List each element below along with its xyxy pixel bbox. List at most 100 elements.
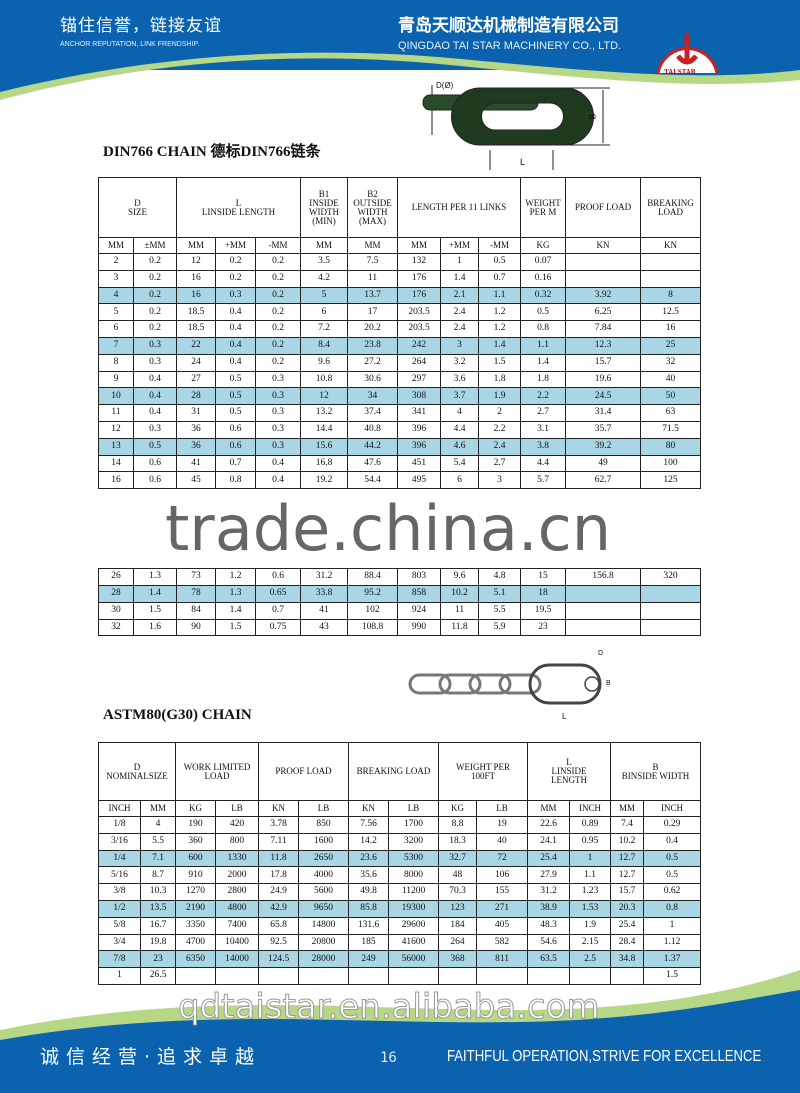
table-cell: 30.6 <box>347 370 398 389</box>
table-cell: 1/4 <box>98 849 141 868</box>
table-row: 5 0.2 18.5 0.4 0.2 6 17 203.5 2.4 1.2 0.5 6.25 12.5 <box>98 303 702 322</box>
table-cell: 7 <box>98 336 134 355</box>
table-cell <box>388 967 440 985</box>
table-cell: 49.8 <box>348 883 390 901</box>
table-cell: 3.7 <box>440 387 479 406</box>
table-cell: 16 <box>176 269 216 288</box>
diagram-label-b: B <box>587 113 598 120</box>
table-cell: 28000 <box>297 950 350 969</box>
header-slogan-en: ANCHOR REPUTATION, LINK FRENDSHIP. <box>60 41 200 48</box>
table-cell: 320 <box>640 568 702 586</box>
table-cell: 5/8 <box>98 916 141 935</box>
table-cell: 70.3 <box>438 883 478 901</box>
column-group-header: B1 INSIDE WIDTH (MIN) <box>300 177 348 238</box>
table-cell: 16 <box>640 320 702 338</box>
table-cell: 8.7 <box>140 866 176 885</box>
table-cell: 0.2 <box>133 253 177 271</box>
table-cell: 1.53 <box>569 899 612 918</box>
table-cell: 7.4 <box>610 816 645 834</box>
table-cell <box>640 584 702 603</box>
table-cell: 7.84 <box>565 320 642 338</box>
table-cell: 36 <box>176 420 216 439</box>
table-cell <box>610 967 645 985</box>
table-cell: 25.4 <box>527 849 571 868</box>
table-cell: 131.6 <box>348 916 390 935</box>
table-cell: 45 <box>176 471 216 490</box>
table-cell <box>215 967 259 985</box>
table-row: 5/8 16.7 3350 7400 65.8 14800 131.6 29600 184 405… <box>98 916 702 935</box>
table-cell: 1.4 <box>477 336 522 355</box>
table-cell: 190 <box>175 816 216 834</box>
company-name-en: QINGDAO TAI STAR MACHINERY CO., LTD. <box>398 40 622 52</box>
table-cell: 0.5 <box>133 437 177 456</box>
table-cell: 0.3 <box>215 286 256 305</box>
table-cell: 24 <box>176 353 216 372</box>
table-cell: 242 <box>397 336 441 355</box>
table-cell: 14.4 <box>300 420 348 439</box>
table-cell: 0.3 <box>133 420 177 439</box>
table-cell: 1.8 <box>520 370 567 389</box>
table-cell: 0.16 <box>520 269 567 288</box>
column-group-header: WEIGHT PER 100FT <box>438 742 529 801</box>
table-cell: 0.5 <box>643 849 702 868</box>
table-cell: 6 <box>300 303 348 322</box>
table-cell: 15.6 <box>300 437 348 456</box>
table-row: 11 0.4 31 0.5 0.3 13.2 37.4 341 4 2 2.7 31.4 63 <box>98 404 702 422</box>
column-group-header: PROOF LOAD <box>565 177 642 238</box>
table-cell: 1.8 <box>477 370 522 389</box>
table-cell: 88.4 <box>347 568 398 586</box>
table-cell: 7.1 <box>140 849 176 868</box>
table-cell: 12 <box>176 253 216 271</box>
table-cell: 0.4 <box>255 471 301 490</box>
table-cell: 1 <box>569 849 612 868</box>
table-cell: 0.6 <box>255 568 301 586</box>
table-cell: 0.2 <box>255 269 301 288</box>
unit-header: INCH <box>643 800 702 817</box>
table-cell: 12 <box>98 420 134 439</box>
table-cell: 14 <box>98 454 134 473</box>
table-cell: 25.4 <box>610 916 645 935</box>
header-row: D NOMINALSIZE WORK LIMITED LOAD PROOF LOAD… <box>98 742 702 801</box>
table-cell: 1.3 <box>133 568 177 586</box>
table-cell: 396 <box>397 420 441 439</box>
table-cell: 0.2 <box>255 353 301 372</box>
unit-header: INCH <box>98 800 141 817</box>
table-row: 7 0.3 22 0.4 0.2 8.4 23.8 242 3 1.4 1.1 12.3 25 <box>98 336 702 355</box>
header-slogan-cn: 锚住信誉，链接友谊 <box>60 16 222 36</box>
table-cell: 811 <box>476 950 529 969</box>
table-cell <box>569 967 612 985</box>
table-cell: 41 <box>176 454 216 473</box>
table-cell: 3.1 <box>520 420 567 439</box>
table-cell: 800 <box>215 832 259 851</box>
table-cell: 420 <box>215 816 259 834</box>
table-cell: 20.2 <box>347 320 398 338</box>
table-cell: 27.9 <box>527 866 571 885</box>
table-cell: 106 <box>476 866 529 885</box>
table-cell: 19.8 <box>140 933 176 952</box>
table-cell: 0.6 <box>133 454 177 473</box>
table-cell: 0.4 <box>133 387 177 406</box>
table-cell: 18 <box>520 584 567 603</box>
table-cell: 3/16 <box>98 832 141 851</box>
unit-header: KG <box>520 237 567 254</box>
table-cell <box>258 967 299 985</box>
table-cell: 803 <box>397 568 441 586</box>
table-cell: 1.5 <box>643 967 702 985</box>
column-group-header: WEIGHT PER M <box>520 177 567 238</box>
din766-table: D SIZE L LINSIDE LENGTH B1 INSIDE WIDTH (M… <box>98 177 702 637</box>
table-cell: 17.8 <box>258 866 299 885</box>
astm80-table: D NOMINALSIZE WORK LIMITED LOAD PROOF LOAD… <box>98 742 702 985</box>
table-cell: 12.7 <box>610 866 645 885</box>
table-cell: 5.9 <box>477 618 522 637</box>
column-group-header: B2 OUTSIDE WIDTH (MAX) <box>347 177 398 238</box>
table-cell: 0.6 <box>215 437 256 456</box>
table-cell: 495 <box>397 471 441 490</box>
table-cell: 12 <box>300 387 348 406</box>
table-cell: 3 <box>477 471 522 490</box>
unit-header: MM <box>347 237 398 254</box>
table-cell: 1600 <box>297 832 350 851</box>
table-cell: 26.5 <box>140 967 176 985</box>
table-cell: 12.7 <box>610 849 645 868</box>
table-cell: 5.5 <box>140 832 176 851</box>
table-cell: 4.6 <box>440 437 479 456</box>
